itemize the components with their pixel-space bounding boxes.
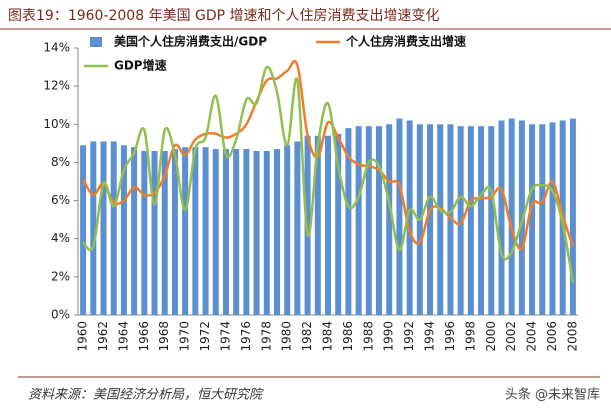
x-tick-label: 1966 <box>137 321 151 352</box>
bar <box>314 135 321 315</box>
watermark: 头条 @未来智库 <box>505 387 600 403</box>
bar <box>243 149 250 315</box>
bar <box>437 124 444 316</box>
bar <box>294 141 301 315</box>
bar <box>478 126 485 315</box>
y-tick-label: 2% <box>51 269 70 283</box>
bar <box>192 147 199 315</box>
bar <box>161 150 168 315</box>
legend-label: 个人住房消费支出增速 <box>345 34 466 49</box>
bar <box>273 149 280 315</box>
bar <box>335 133 342 315</box>
bar <box>171 149 178 315</box>
x-tick-label: 1976 <box>239 321 253 352</box>
legend-label: 美国个人住房消费支出/GDP <box>114 34 267 49</box>
bar <box>376 126 383 315</box>
x-tick-label: 1974 <box>218 321 232 352</box>
x-tick-label: 1968 <box>157 321 171 352</box>
bar <box>427 124 434 316</box>
x-tick-label: 1986 <box>341 321 355 352</box>
x-tick-label: 2000 <box>484 321 498 352</box>
y-tick-label: 14% <box>43 41 70 55</box>
y-tick-label: 4% <box>51 231 70 245</box>
bar <box>508 118 515 315</box>
bar <box>447 124 454 316</box>
y-tick-label: 8% <box>51 155 70 169</box>
legend-swatch <box>90 37 102 47</box>
bar <box>529 124 536 316</box>
bar <box>345 128 352 315</box>
bar <box>222 149 229 315</box>
bar <box>263 150 270 315</box>
bar <box>90 141 97 315</box>
bar <box>100 141 107 315</box>
bar <box>355 126 362 315</box>
bar <box>182 147 189 315</box>
source: 资料来源：美国经济分析局，恒大研究院 <box>28 387 264 403</box>
bar <box>120 145 127 315</box>
title-band <box>0 0 611 28</box>
x-tick-label: 1972 <box>198 321 212 352</box>
bar <box>151 150 158 315</box>
x-tick-label: 1960 <box>76 321 90 352</box>
line <box>82 59 575 251</box>
bar <box>110 141 117 315</box>
bar <box>498 120 505 315</box>
bar <box>539 124 546 316</box>
bar <box>325 135 331 315</box>
bar <box>386 124 393 316</box>
bar <box>253 150 260 315</box>
chart-title: 图表19：1960-2008 年美国 GDP 增速和个人住房消费支出增速变化 <box>8 8 440 24</box>
legend-label: GDP增速 <box>114 58 167 73</box>
bar <box>569 118 576 315</box>
bar <box>233 149 240 315</box>
x-tick-label: 1988 <box>361 321 375 352</box>
bar <box>284 145 291 315</box>
bar <box>549 122 556 315</box>
bar <box>131 147 138 315</box>
x-tick-label: 1982 <box>300 321 314 352</box>
bar <box>396 118 403 315</box>
line <box>82 65 575 283</box>
x-tick-label: 1964 <box>116 321 130 352</box>
x-tick-label: 2008 <box>565 321 579 352</box>
x-tick-label: 1990 <box>382 321 396 352</box>
x-tick-label: 1980 <box>280 321 294 352</box>
x-tick-label: 2004 <box>525 321 539 352</box>
y-tick-label: 12% <box>43 79 70 93</box>
x-tick-label: 1978 <box>259 321 273 352</box>
y-tick-label: 10% <box>43 117 70 131</box>
y-tick-label: 0% <box>51 308 70 322</box>
bar <box>202 147 209 315</box>
bar <box>406 120 413 315</box>
bar <box>488 126 495 315</box>
bar <box>467 126 474 315</box>
x-tick-label: 1970 <box>178 321 192 352</box>
x-tick-label: 2002 <box>504 321 518 352</box>
bar <box>212 149 219 315</box>
x-tick-label: 1962 <box>96 321 110 352</box>
x-tick-label: 1994 <box>423 321 437 352</box>
bar <box>457 126 464 315</box>
x-tick-label: 1996 <box>443 321 457 352</box>
x-tick-label: 1984 <box>321 321 335 352</box>
bar <box>365 126 372 315</box>
x-tick-label: 2006 <box>545 321 559 352</box>
y-tick-label: 6% <box>51 193 70 207</box>
x-tick-label: 1998 <box>463 321 477 352</box>
bar <box>80 145 87 315</box>
bar <box>141 150 148 315</box>
x-tick-label: 1992 <box>402 321 416 352</box>
